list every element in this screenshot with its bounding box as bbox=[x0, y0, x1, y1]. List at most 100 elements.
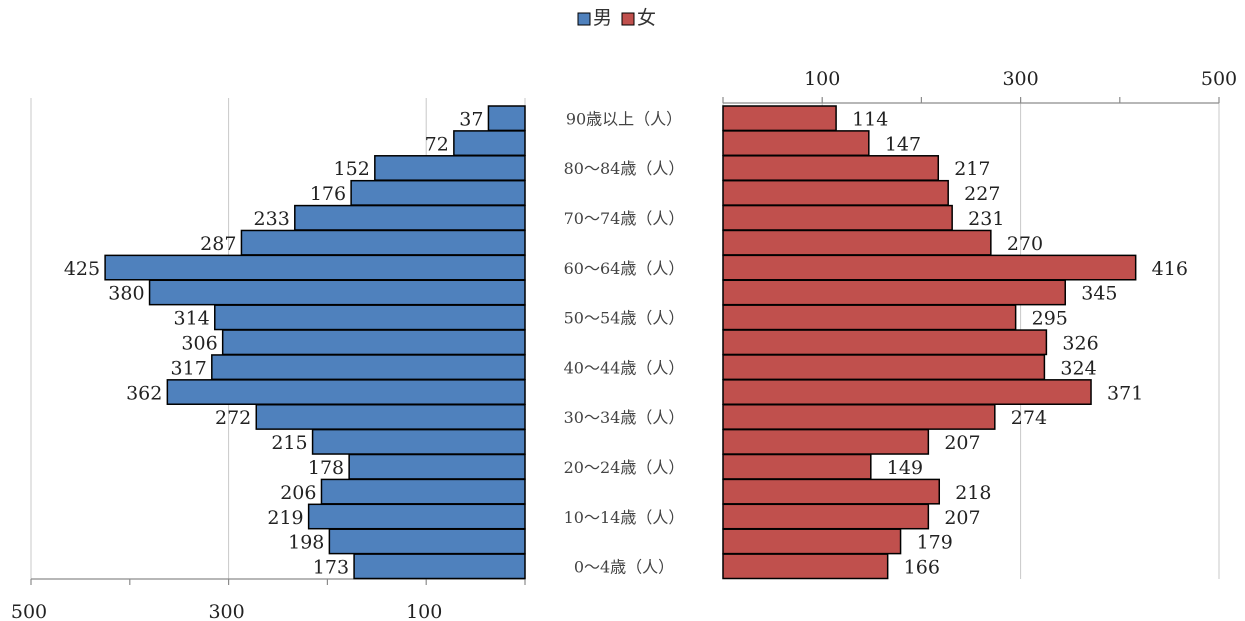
male-bar bbox=[148, 279, 526, 306]
legend-label: 男 bbox=[593, 7, 612, 29]
male-bar bbox=[221, 329, 526, 356]
female-value-label: 114 bbox=[852, 108, 888, 130]
female-value-label: 147 bbox=[885, 133, 921, 155]
male-bar bbox=[104, 254, 526, 281]
male-bar bbox=[487, 105, 526, 132]
male-value-label: 152 bbox=[334, 158, 370, 180]
female-value-label: 149 bbox=[887, 457, 923, 479]
legend-swatch bbox=[621, 12, 635, 26]
female-value-label: 166 bbox=[904, 557, 940, 579]
male-value-label: 37 bbox=[459, 108, 483, 130]
male-value-label: 362 bbox=[126, 382, 162, 404]
female-value-label: 217 bbox=[954, 158, 990, 180]
male-bar bbox=[350, 179, 526, 206]
female-bar bbox=[722, 453, 872, 480]
male-bar bbox=[211, 354, 526, 381]
female-bar bbox=[722, 553, 889, 580]
female-value-label: 270 bbox=[1007, 233, 1043, 255]
male-value-label: 176 bbox=[310, 183, 346, 205]
male-bar bbox=[240, 229, 526, 256]
male-value-label: 206 bbox=[280, 482, 316, 504]
male-value-label: 173 bbox=[313, 557, 349, 579]
female-series bbox=[722, 105, 1137, 580]
male-value-label: 425 bbox=[64, 258, 100, 280]
category-label: 70～74歳（人） bbox=[564, 209, 685, 228]
female-value-label: 218 bbox=[955, 482, 991, 504]
female-value-label: 207 bbox=[944, 507, 980, 529]
male-value-label: 178 bbox=[308, 457, 344, 479]
legend-label: 女 bbox=[637, 7, 656, 29]
male-value-label: 380 bbox=[108, 283, 144, 305]
female-bar bbox=[722, 428, 930, 455]
male-value-label: 314 bbox=[174, 308, 210, 330]
female-value-label: 371 bbox=[1107, 382, 1143, 404]
female-bar bbox=[722, 304, 1017, 331]
female-value-label: 231 bbox=[968, 208, 1004, 230]
male-value-label: 287 bbox=[200, 233, 236, 255]
female-bar bbox=[722, 478, 941, 505]
male-bar bbox=[311, 428, 526, 455]
data-labels: 37 114 72 147 152 217 176 227 233 231 287 270 425 416… bbox=[64, 108, 1188, 578]
male-value-label: 215 bbox=[271, 432, 307, 454]
female-bar bbox=[722, 503, 930, 530]
male-bar bbox=[214, 304, 526, 331]
female-value-label: 416 bbox=[1152, 258, 1188, 280]
category-label: 10～14歳（人） bbox=[564, 508, 685, 527]
female-value-label: 324 bbox=[1060, 357, 1096, 379]
female-bar bbox=[722, 403, 996, 430]
male-bar bbox=[294, 204, 526, 231]
right-tick-label: 300 bbox=[1002, 68, 1038, 90]
male-bar bbox=[166, 379, 526, 405]
female-bar bbox=[722, 528, 902, 555]
male-bar bbox=[353, 553, 526, 580]
female-bar bbox=[722, 105, 837, 132]
category-label: 40～44歳（人） bbox=[564, 358, 685, 377]
left-tick-label: 500 bbox=[11, 601, 47, 621]
female-bar bbox=[722, 254, 1137, 281]
category-label: 80～84歳（人） bbox=[564, 159, 685, 178]
category-label: 50～54歳（人） bbox=[564, 309, 685, 328]
right-tick-label: 100 bbox=[804, 68, 840, 90]
legend-swatch bbox=[577, 12, 591, 26]
male-bar bbox=[328, 528, 526, 555]
male-bar bbox=[453, 130, 526, 157]
male-value-label: 72 bbox=[425, 133, 449, 155]
female-value-label: 345 bbox=[1081, 283, 1117, 305]
male-value-label: 317 bbox=[171, 357, 207, 379]
male-bar bbox=[307, 503, 526, 530]
male-bar bbox=[320, 478, 526, 505]
right-tick-label: 500 bbox=[1201, 68, 1237, 90]
female-value-label: 295 bbox=[1032, 308, 1068, 330]
male-value-label: 306 bbox=[181, 333, 217, 355]
female-value-label: 326 bbox=[1062, 333, 1098, 355]
male-bar bbox=[348, 453, 526, 480]
female-bar bbox=[722, 130, 870, 157]
female-bar bbox=[722, 379, 1092, 405]
male-value-label: 272 bbox=[215, 407, 251, 429]
category-labels: 90歳以上（人） 80～84歳（人） 70～74歳（人） 60～64歳（人） 50～54… bbox=[564, 109, 685, 576]
male-bar bbox=[374, 155, 526, 181]
female-bar bbox=[722, 204, 953, 231]
female-bar bbox=[722, 179, 949, 206]
legend: 男女 bbox=[577, 7, 656, 29]
tick-labels: 500 300 100 100 300 500 bbox=[11, 68, 1237, 621]
category-label: 0～4歳（人） bbox=[574, 558, 674, 577]
male-value-label: 233 bbox=[254, 208, 290, 230]
female-bar bbox=[722, 155, 940, 181]
female-bar bbox=[722, 229, 992, 256]
left-tick-label: 100 bbox=[406, 601, 442, 621]
female-value-label: 207 bbox=[944, 432, 980, 454]
female-value-label: 227 bbox=[964, 183, 1000, 205]
female-value-label: 274 bbox=[1011, 407, 1047, 429]
female-value-label: 179 bbox=[917, 532, 953, 554]
category-label: 30～34歳（人） bbox=[564, 408, 685, 427]
category-label: 90歳以上（人） bbox=[566, 109, 682, 128]
left-tick-label: 300 bbox=[208, 601, 244, 621]
category-label: 20～24歳（人） bbox=[564, 458, 685, 477]
male-bar bbox=[255, 403, 526, 430]
male-value-label: 198 bbox=[288, 532, 324, 554]
female-bar bbox=[722, 329, 1048, 356]
male-value-label: 219 bbox=[267, 507, 303, 529]
female-bar bbox=[722, 279, 1066, 306]
